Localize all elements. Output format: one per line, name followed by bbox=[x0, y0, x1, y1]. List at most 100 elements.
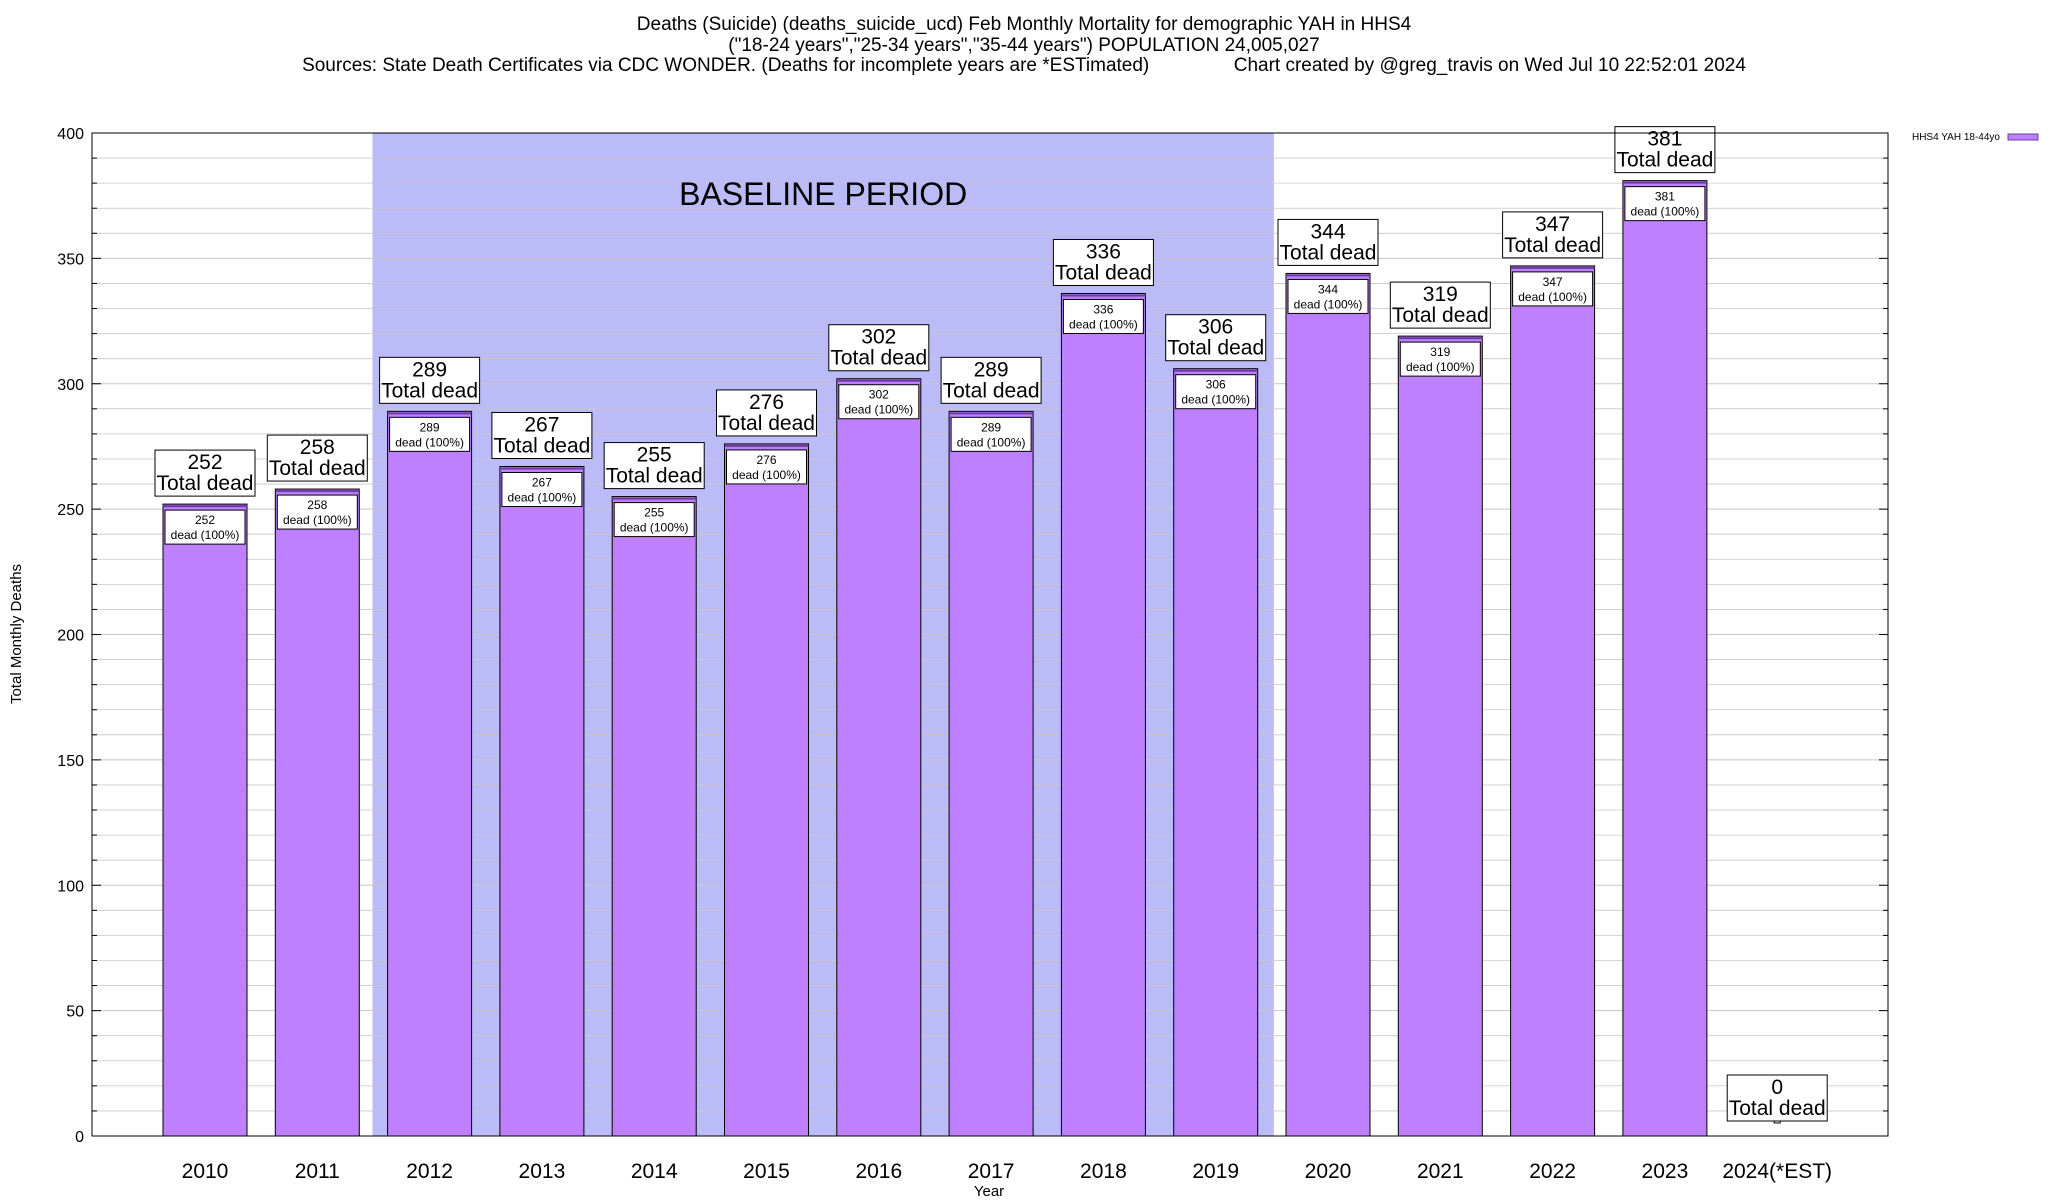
y-tick-label: 0 bbox=[75, 1129, 84, 1146]
total-label-box bbox=[828, 324, 930, 372]
bar bbox=[387, 410, 473, 1137]
total-label-value: 252 bbox=[187, 451, 222, 474]
x-tick-label: 2023 bbox=[1642, 1160, 1689, 1183]
inner-label-box bbox=[276, 494, 358, 530]
total-label-text: Total dead bbox=[830, 347, 927, 370]
chart-title-line-1: Deaths (Suicide) (deaths_suicide_ucd) Fe… bbox=[636, 14, 1412, 35]
inner-label-value: 258 bbox=[307, 498, 327, 512]
total-label-box bbox=[491, 411, 593, 459]
inner-label-box bbox=[1624, 186, 1706, 222]
y-tick-label: 250 bbox=[57, 502, 84, 519]
inner-label-value: 319 bbox=[1430, 345, 1450, 359]
x-tick-label: 2024(*EST) bbox=[1722, 1160, 1832, 1183]
x-tick-label: 2017 bbox=[968, 1160, 1015, 1183]
total-label-box bbox=[1052, 238, 1154, 286]
y-tick-label: 100 bbox=[57, 878, 84, 895]
bar bbox=[274, 488, 360, 1137]
x-tick-label: 2021 bbox=[1417, 1160, 1464, 1183]
inner-label-value: 336 bbox=[1093, 302, 1113, 316]
inner-label-box bbox=[389, 416, 471, 452]
total-label-text: Total dead bbox=[1392, 304, 1489, 327]
total-label-box bbox=[1277, 218, 1379, 266]
inner-label-value: 252 bbox=[195, 513, 215, 527]
inner-label-box bbox=[1062, 298, 1144, 334]
total-label-box bbox=[266, 434, 368, 482]
x-tick-label: 2019 bbox=[1192, 1160, 1239, 1183]
total-label-box bbox=[1614, 126, 1716, 174]
inner-label-value: 267 bbox=[532, 475, 552, 489]
bar bbox=[1510, 265, 1596, 1137]
total-label-box bbox=[154, 449, 256, 497]
y-axis-label: Total Monthly Deaths bbox=[8, 564, 25, 704]
total-label-value: 306 bbox=[1198, 316, 1233, 339]
bar bbox=[611, 496, 697, 1137]
x-tick-label: 2012 bbox=[406, 1160, 453, 1183]
x-tick-label: 2020 bbox=[1305, 1160, 1352, 1183]
total-label-value: 319 bbox=[1423, 283, 1458, 306]
plot-frame bbox=[91, 132, 1889, 1137]
total-label-value: 267 bbox=[524, 413, 559, 436]
inner-label-box bbox=[838, 384, 920, 420]
inner-label-value: 306 bbox=[1206, 378, 1226, 392]
total-label-box bbox=[716, 389, 817, 437]
total-label-box bbox=[1502, 211, 1604, 259]
inner-label-box bbox=[613, 502, 695, 538]
legend-swatch bbox=[2007, 133, 2039, 141]
y-tick-label: 150 bbox=[57, 753, 84, 770]
bar bbox=[1285, 272, 1371, 1137]
bar bbox=[836, 378, 922, 1137]
total-label-text: Total dead bbox=[718, 412, 815, 435]
total-label-text: Total dead bbox=[606, 465, 703, 488]
inner-label-percent: dead (100%) bbox=[1406, 360, 1475, 374]
total-label-text: Total dead bbox=[1504, 234, 1601, 257]
x-axis-label: Year bbox=[974, 1183, 1004, 1200]
chart-subtitle-sources: Sources: State Death Certificates via CD… bbox=[302, 55, 1746, 76]
total-label-box bbox=[940, 356, 1042, 404]
total-label-text: Total dead bbox=[493, 434, 590, 457]
inner-label-value: 381 bbox=[1655, 190, 1675, 204]
legend-label: HHS4 YAH 18-44yo bbox=[1912, 132, 2000, 143]
inner-label-value: 276 bbox=[756, 453, 776, 467]
x-tick-label: 2022 bbox=[1529, 1160, 1576, 1183]
total-label-value: 0 bbox=[1771, 1076, 1783, 1099]
total-label-value: 276 bbox=[749, 391, 784, 414]
inner-label-percent: dead (100%) bbox=[732, 468, 801, 482]
inner-label-percent: dead (100%) bbox=[620, 521, 689, 535]
y-tick-label: 300 bbox=[57, 377, 84, 394]
bar bbox=[1397, 335, 1483, 1137]
total-label-text: Total dead bbox=[1616, 149, 1713, 172]
inner-label-value: 344 bbox=[1318, 282, 1338, 296]
total-label-box bbox=[603, 442, 705, 490]
total-label-value: 344 bbox=[1310, 220, 1345, 243]
y-tick-label: 50 bbox=[66, 1004, 84, 1021]
inner-label-value: 289 bbox=[420, 420, 440, 434]
inner-label-value: 289 bbox=[981, 420, 1001, 434]
inner-label-percent: dead (100%) bbox=[508, 490, 577, 504]
inner-label-box bbox=[164, 509, 246, 545]
total-label-value: 289 bbox=[974, 358, 1009, 381]
inner-label-percent: dead (100%) bbox=[957, 435, 1026, 449]
total-label-value: 255 bbox=[637, 444, 672, 467]
total-label-text: Total dead bbox=[1729, 1097, 1826, 1120]
total-label-text: Total dead bbox=[381, 379, 478, 402]
inner-label-box bbox=[1175, 374, 1257, 410]
inner-label-percent: dead (100%) bbox=[1294, 297, 1363, 311]
chart-title-line-2: ("18-24 years","25-34 years","35-44 year… bbox=[728, 35, 1320, 56]
inner-label-value: 255 bbox=[644, 506, 664, 520]
inner-label-percent: dead (100%) bbox=[395, 435, 464, 449]
inner-label-percent: dead (100%) bbox=[1181, 393, 1250, 407]
total-label-text: Total dead bbox=[943, 379, 1040, 402]
x-tick-label: 2013 bbox=[519, 1160, 566, 1183]
total-label-box bbox=[379, 356, 481, 404]
inner-label-percent: dead (100%) bbox=[171, 528, 240, 542]
total-label-text: Total dead bbox=[157, 472, 254, 495]
total-label-text: Total dead bbox=[1167, 337, 1264, 360]
inner-label-percent: dead (100%) bbox=[283, 513, 352, 527]
inner-label-percent: dead (100%) bbox=[1631, 205, 1700, 219]
y-tick-label: 400 bbox=[57, 126, 84, 143]
inner-label-box bbox=[1512, 271, 1594, 307]
x-tick-label: 2016 bbox=[855, 1160, 902, 1183]
x-tick-label: 2010 bbox=[182, 1160, 229, 1183]
total-label-box bbox=[1389, 281, 1491, 329]
bar bbox=[499, 465, 585, 1137]
